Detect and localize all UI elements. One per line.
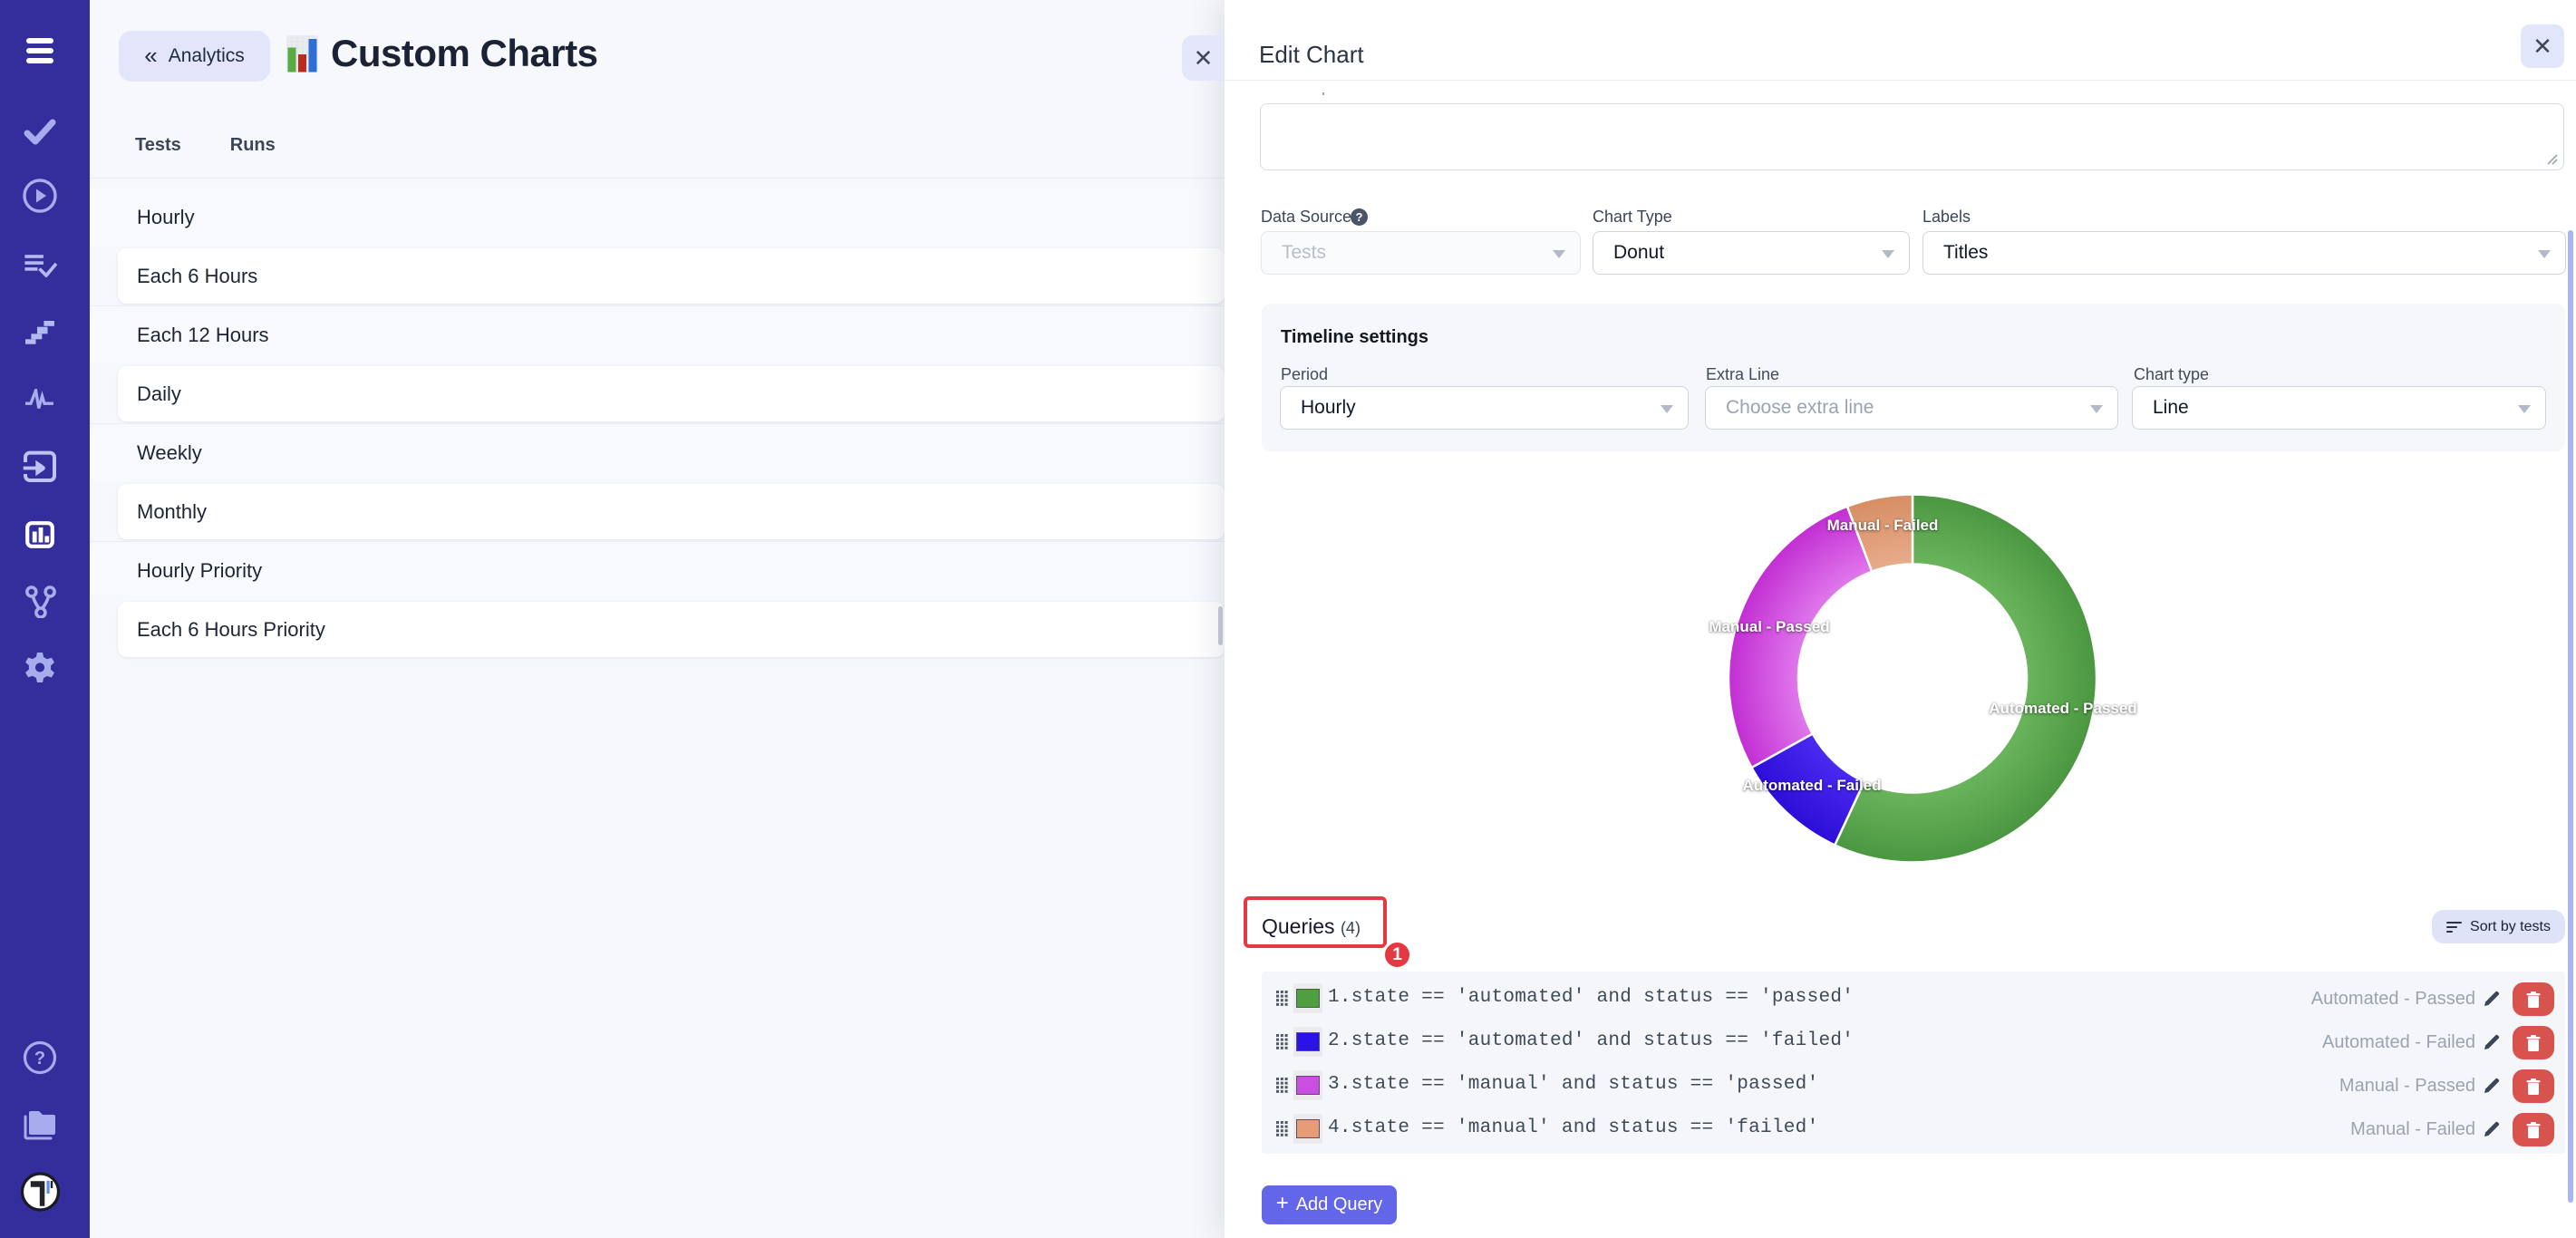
svg-text:?: ? [34,1049,44,1069]
